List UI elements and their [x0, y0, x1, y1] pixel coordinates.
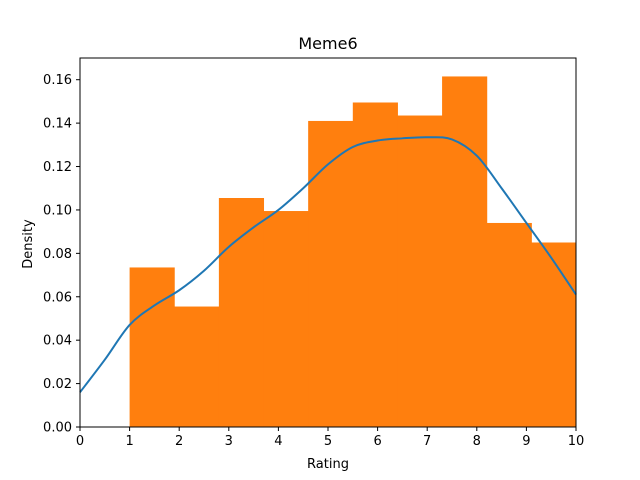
- x-tick-label: 6: [373, 434, 381, 449]
- chart-title: Meme6: [298, 34, 357, 53]
- x-tick-label: 7: [423, 434, 431, 449]
- y-tick-label: 0.14: [43, 117, 72, 132]
- y-tick-label: 0.02: [43, 377, 72, 392]
- y-tick-label: 0.06: [43, 290, 72, 305]
- histogram-bar: [531, 242, 577, 427]
- histogram-bar: [442, 76, 488, 427]
- histogram-bar: [308, 120, 354, 428]
- histogram-bar: [174, 306, 220, 427]
- x-tick-label: 10: [568, 434, 585, 449]
- x-tick-label: 1: [125, 434, 133, 449]
- histogram-bar: [218, 198, 265, 427]
- y-tick-label: 0.04: [43, 334, 72, 349]
- x-tick-label: 9: [522, 434, 530, 449]
- axes: 0 1 2 3 4 5 6 7 8 9 10 0.00 0.02 0.04 0.06 0.08 0.10 0.12…: [43, 57, 585, 449]
- histogram-bar: [129, 267, 175, 427]
- x-axis-title: Rating: [307, 457, 349, 472]
- x-tick-label: 0: [76, 434, 84, 449]
- kde-line: [79, 136, 577, 393]
- y-tick-label: 0.10: [43, 203, 72, 218]
- histogram-bar: [486, 222, 532, 427]
- histogram-bar: [263, 211, 309, 427]
- y-tick-label: 0.16: [43, 73, 72, 88]
- x-tick-label: 4: [274, 434, 282, 449]
- x-tick-label: 3: [225, 434, 233, 449]
- histogram-bar: [352, 102, 398, 427]
- y-tick-label: 0.00: [43, 421, 72, 436]
- x-tick-label: 2: [175, 434, 183, 449]
- y-tick-label: 0.12: [43, 160, 72, 175]
- y-axis-title: Density: [21, 219, 36, 269]
- x-tick-label: 5: [324, 434, 332, 449]
- y-tick-label: 0.08: [43, 247, 72, 262]
- histogram-bar: [397, 115, 443, 427]
- plot-area: [79, 76, 577, 428]
- x-tick-label: 8: [473, 434, 481, 449]
